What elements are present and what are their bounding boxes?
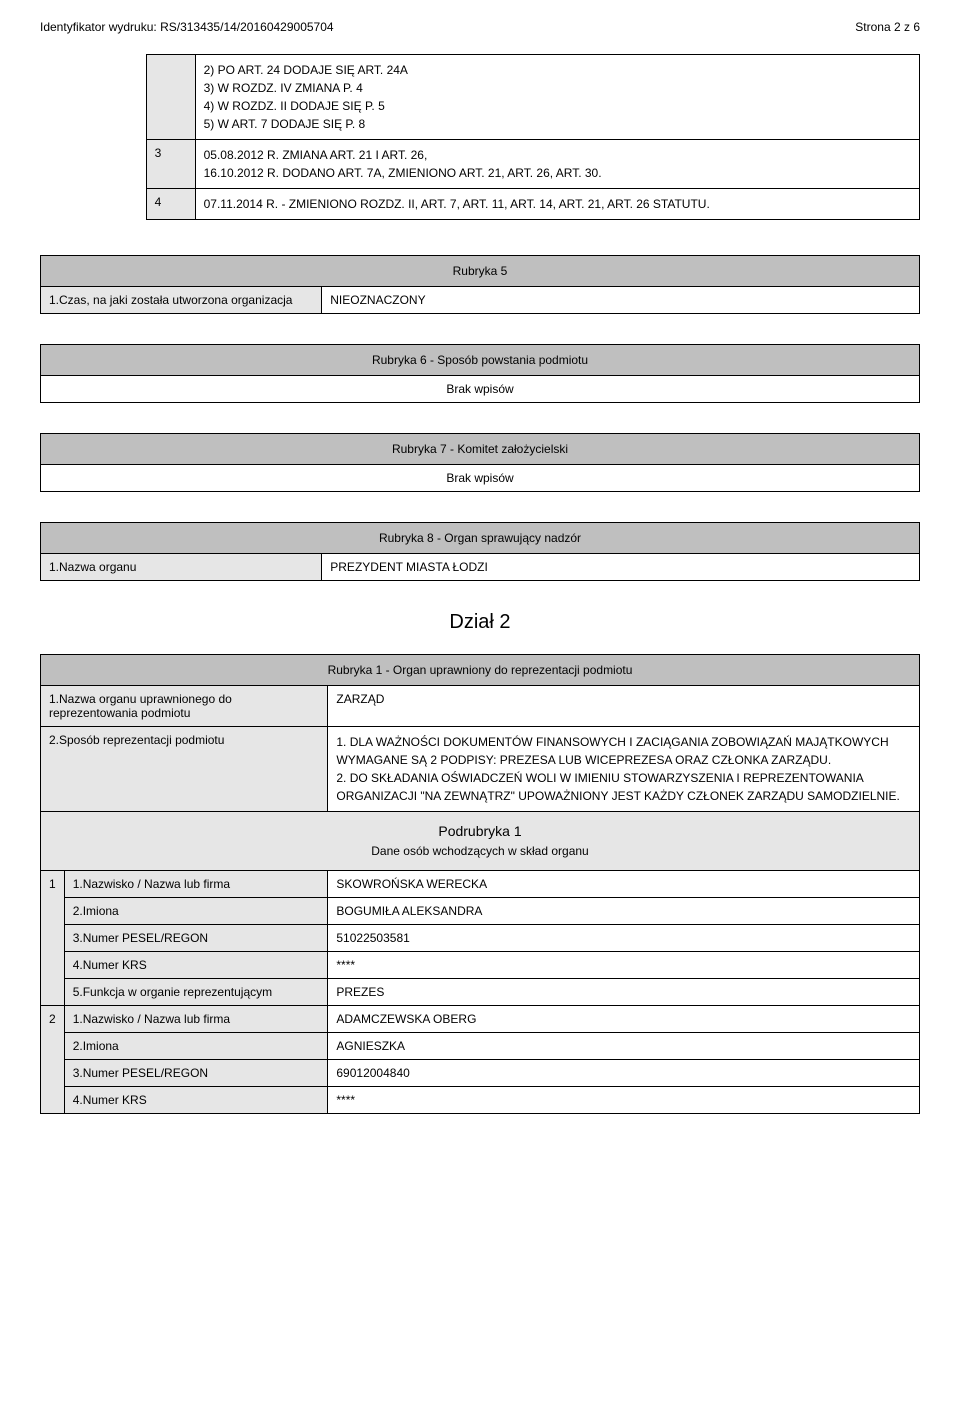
page-header: Identyfikator wydruku: RS/313435/14/2016… [40, 20, 920, 34]
person-2-f4-value: **** [328, 1086, 920, 1113]
person-1-f1-value: SKOWROŃSKA WERECKA [328, 870, 920, 897]
person-1-f5-value: PREZES [328, 978, 920, 1005]
person-1-f2-label: 2.Imiona [64, 897, 328, 924]
person-1-f2-value: BOGUMIŁA ALEKSANDRA [328, 897, 920, 924]
person-2-f1-value: ADAMCZEWSKA OBERG [328, 1005, 920, 1032]
person-2-idx: 2 [41, 1005, 65, 1113]
podrubryka-1-title: Podrubryka 1 [438, 823, 521, 839]
amend-row-4: 07.11.2014 R. - ZMIENIONO ROZDZ. II, ART… [195, 189, 919, 220]
amend-row-top: 2) PO ART. 24 DODAJE SIĘ ART. 24A 3) W R… [195, 55, 919, 140]
person-1-f3-value: 51022503581 [328, 924, 920, 951]
rubryka-1-value-1: ZARZĄD [328, 686, 920, 727]
amendments-table: 2) PO ART. 24 DODAJE SIĘ ART. 24A 3) W R… [146, 54, 920, 220]
rubryka-1-label-1: 1.Nazwa organu uprawnionego do reprezent… [41, 686, 328, 727]
amend-idx-3: 3 [146, 140, 195, 189]
rubryka-1-value-2: 1. DLA WAŻNOŚCI DOKUMENTÓW FINANSOWYCH I… [328, 727, 920, 812]
rubryka-1: Rubryka 1 - Organ uprawniony do reprezen… [40, 654, 920, 1114]
rubryka-7-empty: Brak wpisów [41, 465, 920, 492]
person-1-idx: 1 [41, 870, 65, 1005]
rubryka-6-empty: Brak wpisów [41, 376, 920, 403]
rubryka-7: Rubryka 7 - Komitet założycielski Brak w… [40, 433, 920, 492]
podrubryka-1-header: Podrubryka 1 Dane osób wchodzących w skł… [41, 812, 920, 871]
person-2-f2-value: AGNIESZKA [328, 1032, 920, 1059]
amend-idx-4: 4 [146, 189, 195, 220]
person-1-f4-label: 4.Numer KRS [64, 951, 328, 978]
amend-idx-blank [146, 55, 195, 140]
page-number: Strona 2 z 6 [855, 20, 920, 34]
person-1-f1-label: 1.Nazwisko / Nazwa lub firma [64, 870, 328, 897]
rubryka-5-value: NIEOZNACZONY [322, 287, 920, 314]
podrubryka-1-desc: Dane osób wchodzących w skład organu [371, 844, 588, 858]
rubryka-8: Rubryka 8 - Organ sprawujący nadzór 1.Na… [40, 522, 920, 581]
rubryka-5: Rubryka 5 1.Czas, na jaki została utworz… [40, 255, 920, 314]
rubryka-8-title: Rubryka 8 - Organ sprawujący nadzór [41, 523, 920, 554]
rubryka-6-title: Rubryka 6 - Sposób powstania podmiotu [41, 345, 920, 376]
person-2-f2-label: 2.Imiona [64, 1032, 328, 1059]
person-1-f3-label: 3.Numer PESEL/REGON [64, 924, 328, 951]
print-id: Identyfikator wydruku: RS/313435/14/2016… [40, 20, 334, 34]
person-2-f1-label: 1.Nazwisko / Nazwa lub firma [64, 1005, 328, 1032]
rubryka-1-title: Rubryka 1 - Organ uprawniony do reprezen… [41, 655, 920, 686]
rubryka-6: Rubryka 6 - Sposób powstania podmiotu Br… [40, 344, 920, 403]
person-1-f4-value: **** [328, 951, 920, 978]
section-2-title: Dział 2 [40, 611, 920, 634]
rubryka-5-label: 1.Czas, na jaki została utworzona organi… [41, 287, 322, 314]
rubryka-5-title: Rubryka 5 [41, 256, 920, 287]
rubryka-7-title: Rubryka 7 - Komitet założycielski [41, 434, 920, 465]
rubryka-1-label-2: 2.Sposób reprezentacji podmiotu [41, 727, 328, 812]
person-1-f5-label: 5.Funkcja w organie reprezentującym [64, 978, 328, 1005]
rubryka-8-value: PREZYDENT MIASTA ŁODZI [322, 554, 920, 581]
rubryka-8-label: 1.Nazwa organu [41, 554, 322, 581]
person-2-f4-label: 4.Numer KRS [64, 1086, 328, 1113]
amend-row-3: 05.08.2012 R. ZMIANA ART. 21 I ART. 26, … [195, 140, 919, 189]
person-2-f3-value: 69012004840 [328, 1059, 920, 1086]
person-2-f3-label: 3.Numer PESEL/REGON [64, 1059, 328, 1086]
